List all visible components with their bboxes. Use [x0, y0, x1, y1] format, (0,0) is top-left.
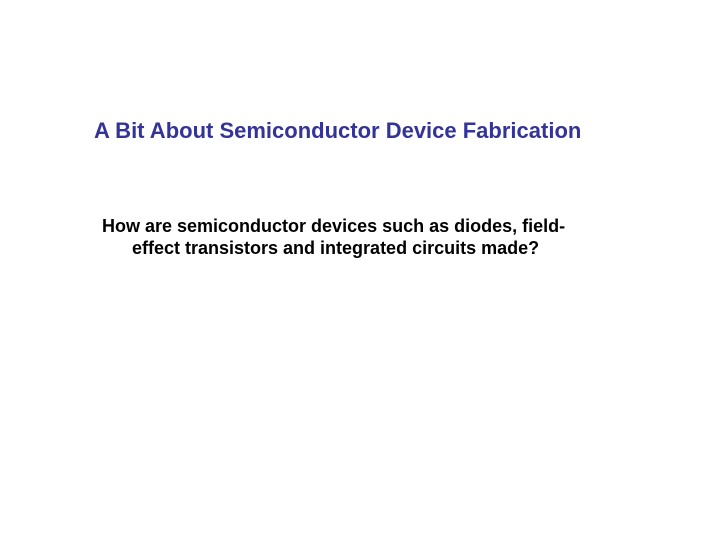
- body-line-2: effect transistors and integrated circui…: [102, 238, 602, 260]
- slide-body: How are semiconductor devices such as di…: [102, 216, 602, 259]
- slide-container: A Bit About Semiconductor Device Fabrica…: [0, 0, 720, 540]
- body-line-1: How are semiconductor devices such as di…: [102, 216, 565, 236]
- slide-title: A Bit About Semiconductor Device Fabrica…: [94, 118, 660, 144]
